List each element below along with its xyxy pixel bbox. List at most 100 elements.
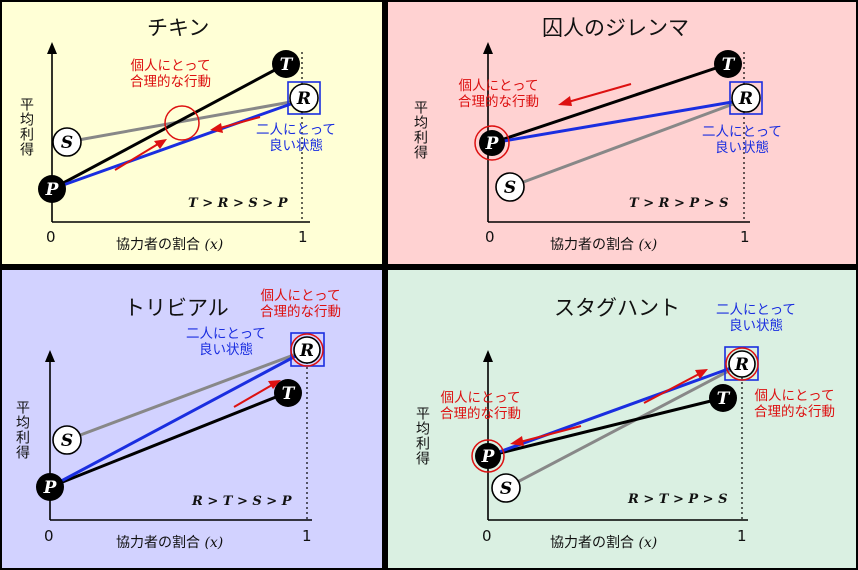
x-axis-variable: (x) (204, 237, 224, 253)
good-state-box (729, 81, 763, 115)
mutual-payoff-line (49, 348, 308, 489)
panel-title: スタグハント (554, 296, 680, 320)
node-T-label: T (282, 384, 296, 404)
rational-arrowhead (558, 96, 572, 106)
node-T-label: T (722, 55, 736, 75)
y-axis-label: 平均利得 (414, 406, 430, 466)
good-state-label: 二人にとって 良い状態 (256, 122, 336, 154)
y-axis-arrow (45, 350, 55, 362)
good-label-line1: 二人にとって (256, 122, 336, 138)
rational-arrow-left (114, 143, 159, 171)
y-axis-label: 平均利得 (18, 97, 34, 157)
x-axis-label-text: 協力者の割合 (116, 237, 200, 253)
good-state-box (287, 81, 321, 115)
rational-arrowhead-left (510, 436, 524, 446)
rational-left-line1: 個人にとって (440, 390, 521, 406)
x-axis-variable: (x) (638, 237, 658, 253)
rational-label-line2: 合理的な行動 (458, 94, 539, 110)
node-P-label: P (481, 447, 496, 467)
rational-arrowhead-left (154, 139, 167, 149)
cooperator-payoff-line (509, 98, 745, 189)
equilibrium-circle-high (725, 347, 759, 381)
mutual-payoff-line (487, 362, 743, 458)
y-axis-label: 平均利得 (14, 400, 30, 460)
x-axis-label: 協力者の割合 (x) (550, 234, 657, 254)
x-tick-0: 0 (485, 228, 495, 246)
x-axis-label: 協力者の割合 (x) (550, 532, 657, 552)
equilibrium-circle-low (471, 439, 505, 473)
good-state-label: 二人にとって 良い状態 (716, 302, 796, 334)
x-tick-1: 1 (737, 527, 747, 545)
rational-action-label: 個人にとって 合理的な行動 (130, 58, 211, 90)
trivial-panel: T R S P トリビアル 個人にとって 合理的な行動 二人にとって 良い状態 … (2, 270, 382, 568)
node-P-label: P (485, 134, 500, 154)
defector-payoff-line (49, 391, 287, 489)
equilibrium-circle (290, 333, 324, 367)
payoff-inequality: T > R > S > P (188, 196, 288, 211)
cooperator-payoff-line (66, 98, 303, 144)
x-axis-label: 協力者の割合 (x) (116, 532, 223, 552)
good-label-line2: 良い状態 (198, 342, 253, 358)
trivial-diagram: T R S P (36, 332, 325, 521)
defector-payoff-line (487, 396, 724, 458)
good-state-label: 二人にとって 良い状態 (186, 326, 266, 358)
rational-label-line2: 合理的な行動 (130, 74, 211, 90)
node-T-label: T (280, 55, 294, 75)
good-label-line1: 二人にとって (702, 124, 782, 140)
rational-label-line1: 個人にとって (458, 78, 539, 94)
rational-right-line1: 個人にとって (754, 388, 835, 404)
node-R-label: R (299, 341, 314, 361)
mutual-payoff-line (51, 98, 303, 191)
rational-arrowhead (268, 380, 281, 389)
equilibrium-circle (164, 105, 200, 141)
good-state-label: 二人にとって 良い状態 (702, 124, 782, 156)
node-T-label: T (717, 389, 731, 409)
rational-arrow (567, 83, 632, 103)
x-tick-0: 0 (44, 527, 54, 545)
rational-arrow-right (219, 116, 261, 129)
y-axis-arrow (483, 42, 493, 54)
prisoners-dilemma-diagram: T R S P (474, 42, 763, 223)
rational-arrowhead-right (210, 123, 223, 133)
node-S-label: S (61, 133, 73, 153)
x-axis-label: 協力者の割合 (x) (116, 234, 223, 254)
rational-action-label-right: 個人にとって 合理的な行動 (754, 388, 835, 420)
node-P: P (38, 175, 66, 203)
payoff-inequality: R > T > S > P (192, 494, 292, 509)
x-tick-0: 0 (46, 228, 56, 246)
defector-payoff-line (491, 62, 729, 145)
node-P-label: P (45, 180, 60, 200)
node-T: T (274, 379, 302, 407)
equilibrium-circle (474, 125, 510, 161)
node-S-label: S (504, 178, 516, 198)
rational-label-line1: 個人にとって (260, 288, 341, 304)
defector-payoff-line (51, 62, 287, 191)
node-R-label: R (738, 89, 753, 109)
node-R-label: R (734, 355, 749, 375)
node-S-label: S (61, 431, 73, 451)
rational-left-line2: 合理的な行動 (440, 406, 521, 422)
good-label-line2: 良い状態 (728, 318, 783, 334)
node-R: R (293, 336, 321, 364)
stag-hunt-diagram: T R S P (471, 346, 759, 521)
node-S: S (491, 473, 521, 503)
mutual-payoff-line (491, 98, 745, 145)
node-S: S (52, 127, 82, 157)
rational-arrow-right (643, 373, 700, 404)
x-axis-variable: (x) (638, 535, 658, 551)
panel-title: 囚人のジレンマ (542, 16, 689, 40)
x-axis-variable: (x) (204, 535, 224, 551)
y-axis-arrow (483, 350, 493, 362)
x-tick-1: 1 (298, 228, 308, 246)
node-R: R (728, 350, 756, 378)
rational-action-label: 個人にとって 合理的な行動 (458, 78, 539, 110)
node-S: S (52, 425, 82, 455)
prisoners-dilemma-panel: T R S P 囚人のジレンマ 個人にとって 合理的な行動 二人にとって 良い状… (388, 2, 856, 264)
node-P: P (475, 443, 501, 469)
rational-arrow-left (519, 425, 582, 443)
y-axis-arrow (47, 42, 57, 54)
good-label-line1: 二人にとって (716, 302, 796, 318)
node-S: S (495, 172, 525, 202)
rational-action-label-left: 個人にとって 合理的な行動 (440, 390, 521, 422)
rational-label-line2: 合理的な行動 (260, 304, 341, 320)
